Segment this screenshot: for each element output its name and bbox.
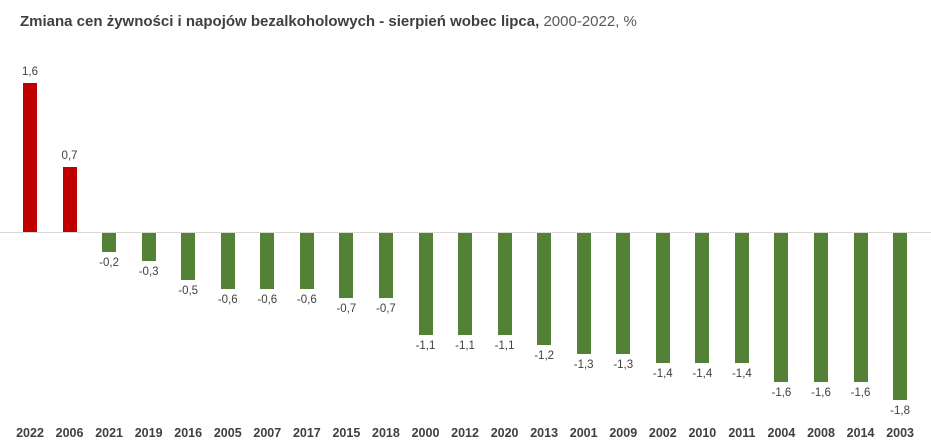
value-label-2020: -1,1 [494, 340, 515, 353]
bar-2011 [734, 233, 749, 364]
value-label-2006: 0,7 [61, 149, 78, 162]
category-label-2021: 2021 [95, 426, 123, 440]
bar-2018 [378, 233, 393, 299]
value-label-2013: -1,2 [534, 349, 555, 362]
value-label-2002: -1,4 [652, 368, 673, 381]
value-label-2004: -1,6 [771, 386, 792, 399]
value-label-2012: -1,1 [455, 340, 475, 353]
category-label-2002: 2002 [648, 426, 677, 440]
bar-2020 [497, 233, 512, 336]
value-label-2016: -0,5 [178, 284, 199, 297]
category-label-2015: 2015 [332, 426, 361, 440]
category-label-2004: 2004 [767, 426, 796, 440]
bar-2002 [655, 233, 670, 364]
bar-2016 [181, 233, 196, 280]
value-label-2017: -0,6 [296, 293, 317, 306]
category-label-2010: 2010 [688, 426, 717, 440]
value-label-2015: -0,7 [336, 303, 357, 316]
chart-title-bold: Zmiana cen żywności i napojów bezalkohol… [20, 13, 540, 30]
bar-2000 [418, 233, 433, 336]
category-label-2005: 2005 [213, 426, 242, 440]
bar-2022 [23, 83, 37, 232]
value-label-2019: -0,3 [138, 265, 159, 278]
category-label-2007: 2007 [253, 426, 282, 440]
category-label-2009: 2009 [609, 426, 638, 440]
category-label-2011: 2011 [728, 426, 756, 440]
value-label-2018: -0,7 [376, 303, 396, 316]
bar-2005 [220, 233, 235, 289]
value-label-2005: -0,6 [217, 293, 238, 306]
bar-2001 [576, 233, 591, 354]
value-label-2009: -1,3 [613, 358, 634, 371]
category-label-2016: 2016 [174, 426, 203, 440]
category-label-2019: 2019 [134, 426, 163, 440]
chart-title-suffix: 2000-2022, % [539, 13, 637, 30]
category-label-2008: 2008 [807, 426, 835, 440]
category-label-2013: 2013 [530, 426, 559, 440]
category-label-2000: 2000 [411, 426, 440, 440]
bar-2019 [141, 233, 156, 261]
bar-2012 [458, 233, 473, 336]
zero-axis-line [0, 232, 931, 233]
bar-2009 [616, 233, 631, 354]
value-label-2010: -1,4 [692, 368, 713, 381]
category-label-2014: 2014 [846, 426, 875, 440]
bar-2017 [299, 233, 314, 289]
category-label-2003: 2003 [886, 426, 914, 440]
bar-2021 [102, 233, 117, 252]
bar-2006 [62, 166, 77, 232]
bar-2004 [774, 233, 789, 382]
chart-title: Zmiana cen żywności i napojów bezalkohol… [20, 13, 637, 30]
category-label-2006: 2006 [55, 426, 84, 440]
value-label-2022: 1,6 [22, 66, 38, 79]
bar-2014 [853, 233, 868, 382]
value-label-2014: -1,6 [850, 386, 871, 399]
bar-2013 [537, 233, 552, 345]
bar-2015 [339, 233, 354, 299]
category-label-2001: 2001 [569, 426, 598, 440]
value-label-2003: -1,8 [890, 405, 910, 418]
bar-2003 [893, 233, 908, 401]
value-label-2007: -0,6 [257, 293, 278, 306]
bar-2007 [260, 233, 275, 289]
value-label-2011: -1,4 [731, 368, 752, 381]
value-label-2008: -1,6 [811, 386, 831, 399]
bar-2010 [695, 233, 710, 364]
category-label-2018: 2018 [372, 426, 400, 440]
category-label-2022: 2022 [16, 426, 44, 440]
category-label-2012: 2012 [451, 426, 479, 440]
value-label-2001: -1,3 [573, 358, 594, 371]
category-label-2017: 2017 [292, 426, 321, 440]
bar-2008 [814, 233, 828, 382]
value-label-2021: -0,2 [99, 256, 119, 269]
category-label-2020: 2020 [490, 426, 519, 440]
value-label-2000: -1,1 [415, 340, 436, 353]
